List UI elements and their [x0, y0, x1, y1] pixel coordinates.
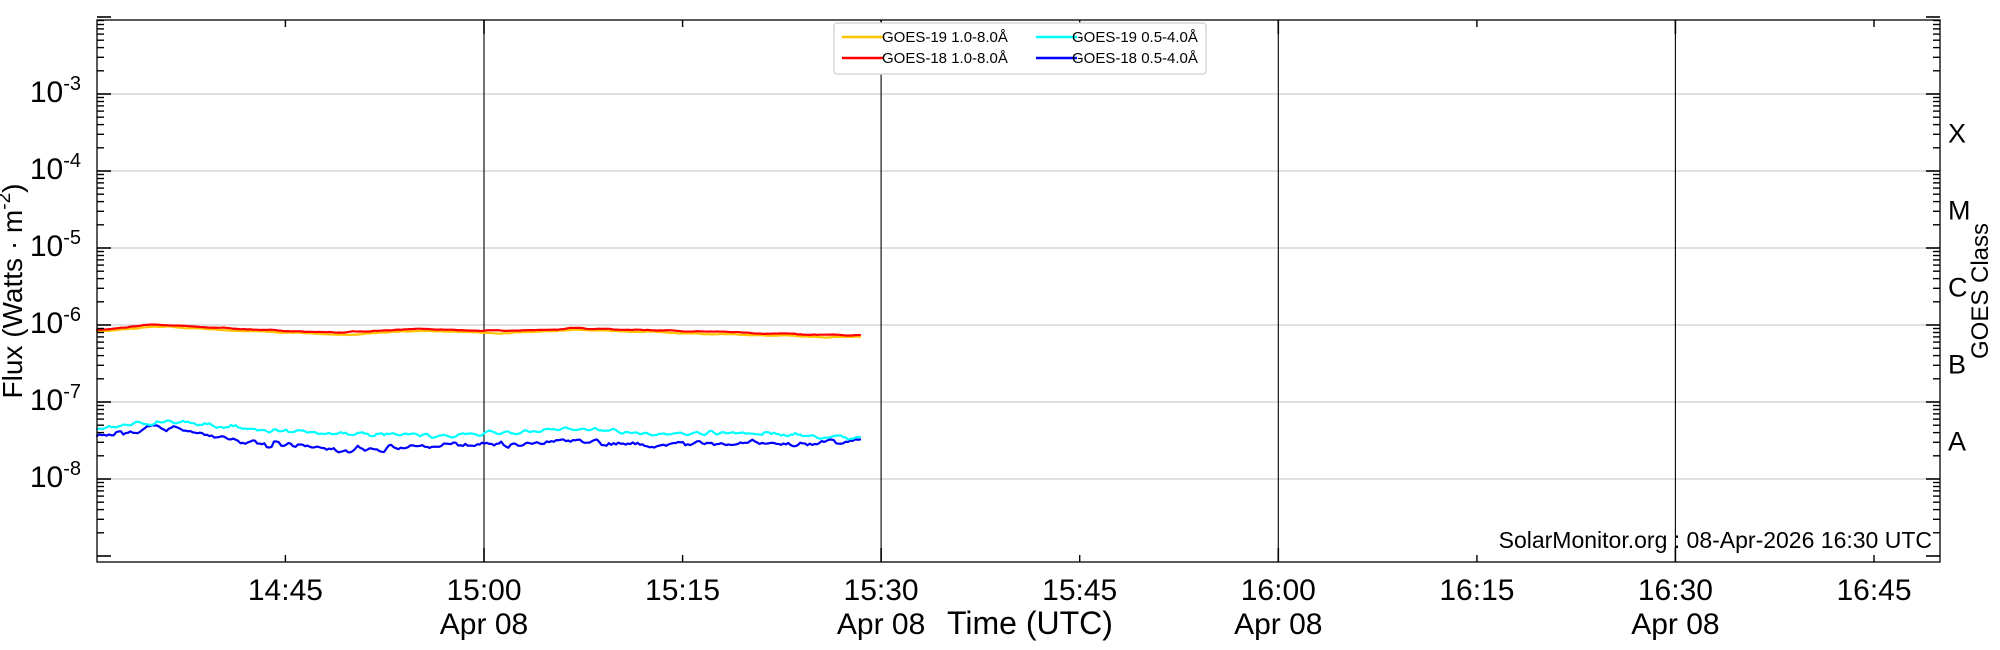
svg-text:16:45: 16:45: [1836, 574, 1911, 607]
svg-text:10-6: 10-6: [30, 304, 81, 340]
svg-text:Apr 08: Apr 08: [1631, 608, 1719, 641]
svg-text:Apr 08: Apr 08: [1234, 608, 1322, 641]
svg-text:A: A: [1948, 427, 1966, 457]
svg-text:16:00: 16:00: [1241, 574, 1316, 607]
svg-text:Time (UTC): Time (UTC): [947, 605, 1113, 641]
svg-text:GOES Class: GOES Class: [1967, 223, 1994, 359]
svg-text:C: C: [1948, 273, 1968, 303]
svg-text:10-4: 10-4: [30, 150, 81, 186]
svg-text:14:45: 14:45: [248, 574, 323, 607]
svg-text:X: X: [1948, 119, 1966, 149]
svg-text:GOES-18 1.0-8.0Å: GOES-18 1.0-8.0Å: [882, 50, 1008, 67]
svg-text:15:00: 15:00: [446, 574, 521, 607]
svg-text:15:45: 15:45: [1042, 574, 1117, 607]
svg-text:10-8: 10-8: [30, 458, 81, 494]
svg-text:GOES-18 0.5-4.0Å: GOES-18 0.5-4.0Å: [1072, 50, 1198, 67]
svg-text:16:30: 16:30: [1638, 574, 1713, 607]
svg-text:GOES-19 0.5-4.0Å: GOES-19 0.5-4.0Å: [1072, 29, 1198, 46]
svg-text:15:15: 15:15: [645, 574, 720, 607]
svg-text:16:15: 16:15: [1439, 574, 1514, 607]
svg-text:10-7: 10-7: [30, 381, 81, 417]
svg-text:15:30: 15:30: [844, 574, 919, 607]
svg-text:SolarMonitor.org : 08-Apr-2026: SolarMonitor.org : 08-Apr-2026 16:30 UTC: [1499, 527, 1932, 553]
svg-text:10-3: 10-3: [30, 73, 81, 109]
svg-text:Apr 08: Apr 08: [837, 608, 925, 641]
svg-text:GOES-19 1.0-8.0Å: GOES-19 1.0-8.0Å: [882, 29, 1008, 46]
svg-text:Flux (Watts · m-2): Flux (Watts · m-2): [0, 184, 28, 399]
svg-text:10-5: 10-5: [30, 227, 81, 263]
svg-text:Apr 08: Apr 08: [440, 608, 528, 641]
svg-text:M: M: [1948, 196, 1971, 226]
svg-text:B: B: [1948, 350, 1966, 380]
